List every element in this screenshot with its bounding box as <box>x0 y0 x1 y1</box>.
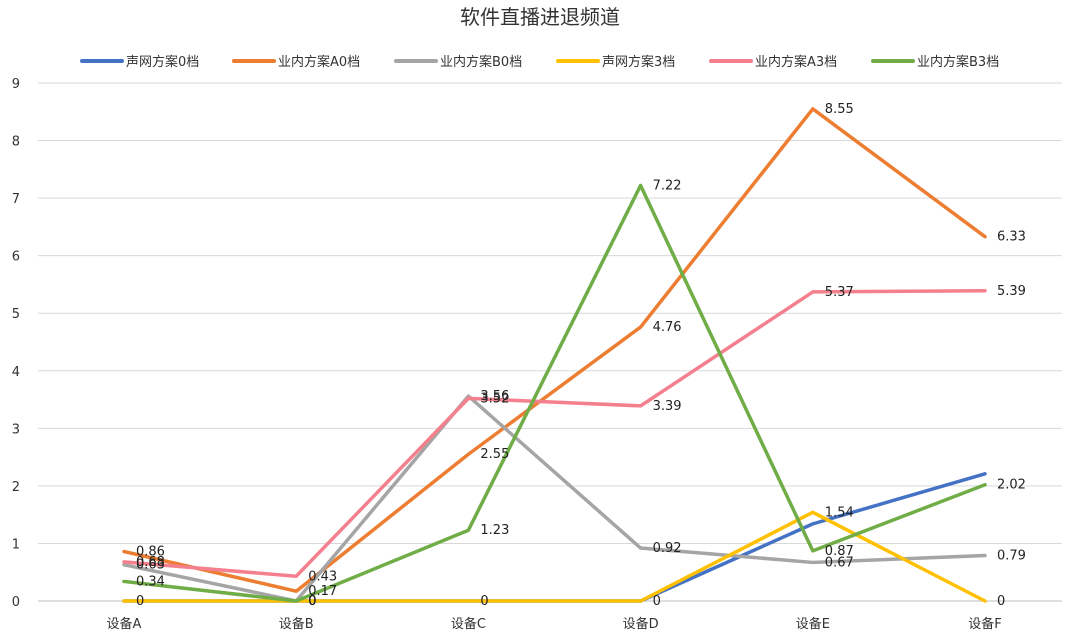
data-label: 4.76 <box>653 320 682 335</box>
y-axis-ticks: 0 1 2 3 4 5 6 7 8 9 <box>12 77 20 610</box>
data-label: 0.67 <box>825 555 854 570</box>
legend-label: 业内方案A0档 <box>278 54 360 70</box>
data-label: 0.43 <box>308 569 337 584</box>
legend-label: 声网方案0档 <box>126 54 199 70</box>
x-tick-label: 设备B <box>279 616 314 632</box>
x-tick-label: 设备D <box>623 616 659 632</box>
legend-label: 业内方案B3档 <box>917 54 999 70</box>
y-tick-label: 6 <box>12 250 20 265</box>
y-tick-label: 4 <box>12 365 20 380</box>
y-tick-label: 8 <box>12 135 20 150</box>
data-label: 2.02 <box>997 478 1026 493</box>
legend: 声网方案0档 业内方案A0档 业内方案B0档 声网方案3档 业内方案A3档 业内方案B3档 <box>80 54 999 70</box>
x-axis-ticks: 设备A 设备B 设备C 设备D 设备E 设备F <box>107 616 1002 632</box>
data-label: 0 <box>308 594 316 609</box>
data-label: 1.23 <box>480 523 509 538</box>
data-label: 5.37 <box>825 285 854 300</box>
legend-label: 业内方案A3档 <box>755 54 837 70</box>
data-label: 0 <box>308 594 316 609</box>
data-label: 8.55 <box>825 102 854 117</box>
data-label: 3.56 <box>480 389 509 404</box>
data-label: 0 <box>997 594 1005 609</box>
data-label: 0 <box>653 594 661 609</box>
series-lines <box>122 107 987 603</box>
y-tick-label: 5 <box>12 307 20 322</box>
series-line <box>122 289 987 579</box>
series-line <box>122 107 987 593</box>
y-tick-label: 3 <box>12 422 20 437</box>
x-tick-label: 设备A <box>107 616 142 632</box>
data-label: 7.22 <box>653 178 682 193</box>
data-label: 1.54 <box>825 505 854 520</box>
data-label: 3.52 <box>480 391 509 406</box>
data-label: 0.34 <box>136 574 165 589</box>
series-line <box>122 183 987 603</box>
data-label: 3.39 <box>653 399 682 414</box>
x-tick-label: 设备C <box>451 616 486 632</box>
data-label: 0.79 <box>997 549 1026 564</box>
data-label: 0 <box>136 594 144 609</box>
gridlines <box>38 82 1062 602</box>
data-label: 0.17 <box>308 584 337 599</box>
x-tick-label: 设备E <box>796 616 830 632</box>
legend-label: 业内方案B0档 <box>440 54 522 70</box>
data-label: 0.86 <box>136 545 165 560</box>
y-tick-label: 0 <box>12 595 20 610</box>
legend-label: 声网方案3档 <box>602 54 675 70</box>
y-tick-label: 2 <box>12 480 20 495</box>
data-label: 0.68 <box>136 555 165 570</box>
y-tick-label: 9 <box>12 77 20 92</box>
data-label: 0 <box>480 594 488 609</box>
data-labels: 0.86 0.17 2.55 4.76 8.55 6.33 0.63 0 3.56 0.92 0.6… <box>136 102 1026 609</box>
y-tick-label: 1 <box>12 537 20 552</box>
series-line <box>122 510 987 603</box>
x-tick-label: 设备F <box>968 616 1001 632</box>
data-label: 2.55 <box>480 447 509 462</box>
data-label: 0.92 <box>653 541 682 556</box>
data-label: 0 <box>308 594 316 609</box>
series-line <box>122 394 987 603</box>
data-label: 0.87 <box>825 544 854 559</box>
data-label: 5.39 <box>997 284 1026 299</box>
y-tick-label: 7 <box>12 192 20 207</box>
data-label: 0.63 <box>136 558 165 573</box>
data-label: 6.33 <box>997 230 1026 245</box>
chart-title: 软件直播进退频道 <box>460 5 620 29</box>
